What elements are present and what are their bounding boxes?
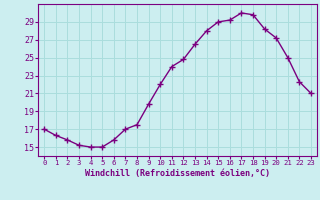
X-axis label: Windchill (Refroidissement éolien,°C): Windchill (Refroidissement éolien,°C) xyxy=(85,169,270,178)
